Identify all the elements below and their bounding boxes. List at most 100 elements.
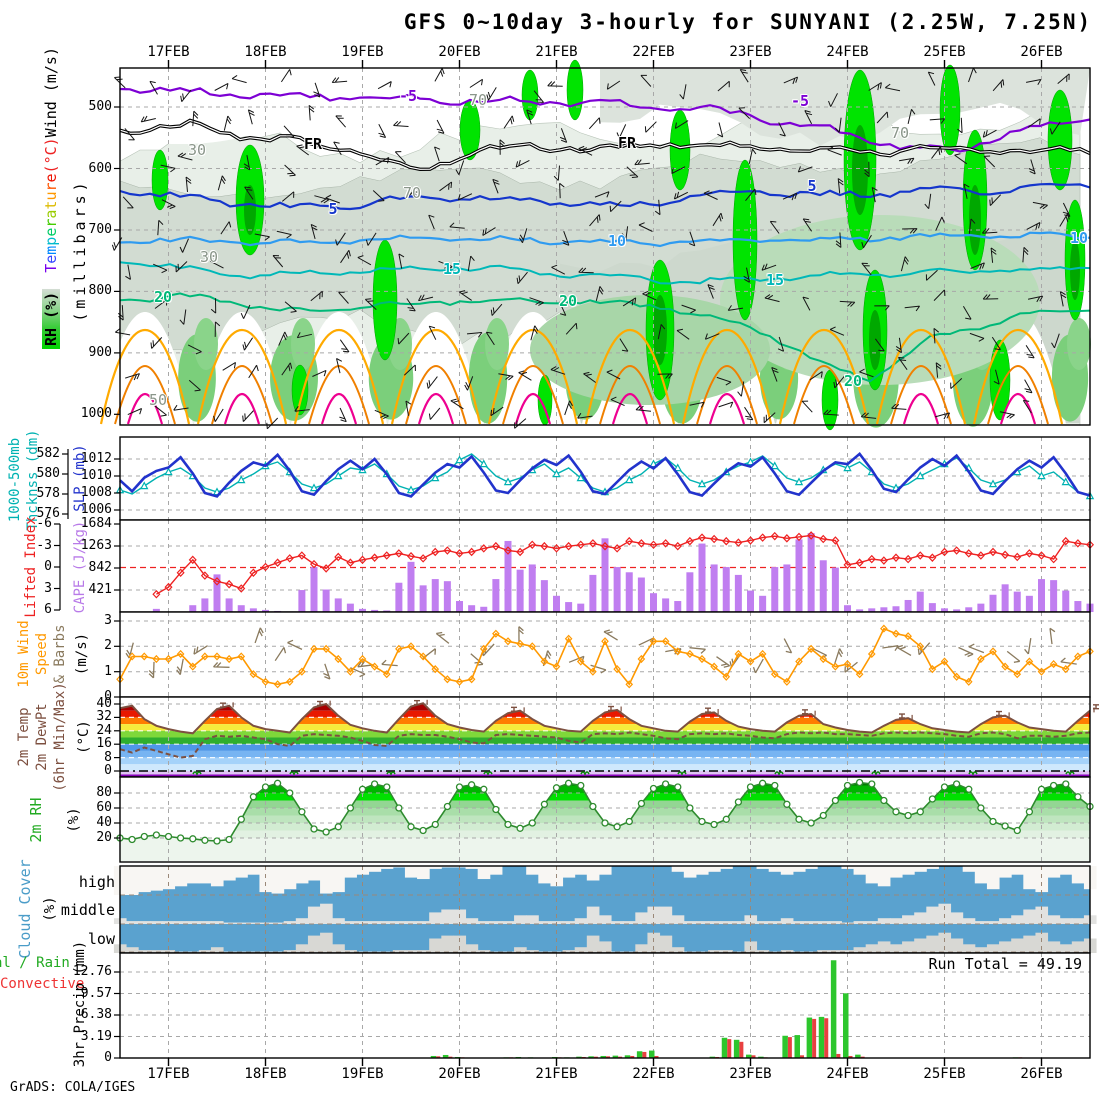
rh2m-label: 2m RH bbox=[27, 797, 45, 843]
rh-contour-label: 70 bbox=[402, 184, 422, 202]
contour-label: 20 bbox=[558, 292, 578, 310]
wind10m-label-1: 10m Wind bbox=[16, 620, 32, 688]
tick-label: 700 bbox=[88, 222, 112, 237]
tick-label: 1 bbox=[104, 663, 112, 679]
tick-label: 1263 bbox=[80, 538, 112, 553]
contour-label: 15 bbox=[765, 271, 785, 289]
millibars-label: (millibars) bbox=[71, 178, 89, 322]
day-label-top: 26FEB bbox=[1020, 44, 1063, 60]
precip-ylabel: 3hr Precip (mm) bbox=[72, 940, 88, 1068]
tick-label: 0 bbox=[104, 1050, 112, 1065]
tick-label: 3 bbox=[44, 580, 52, 596]
tick-label: 1012 bbox=[80, 451, 112, 466]
tick-label: 0 bbox=[104, 763, 112, 778]
tick-label: 3 bbox=[104, 613, 112, 628]
run-total: Run Total = 49.19 bbox=[928, 955, 1082, 973]
tick-label: 40 bbox=[96, 815, 112, 830]
day-label-top: 21FEB bbox=[535, 44, 578, 60]
grads-credit: GrADS: COLA/IGES bbox=[10, 1080, 136, 1095]
day-label-bottom: 25FEB bbox=[923, 1066, 966, 1082]
tick-label: 1006 bbox=[80, 502, 112, 517]
tick-label: 6.38 bbox=[80, 1007, 112, 1022]
day-label-bottom: 20FEB bbox=[438, 1066, 481, 1082]
wind10m-label-2: Speed bbox=[34, 632, 50, 676]
tick-label: 40 bbox=[96, 696, 112, 711]
temp2m-label-2: 2m DewPt bbox=[34, 703, 50, 771]
rh-contour-label: 30 bbox=[199, 248, 219, 266]
rh-contour-label: 30 bbox=[187, 141, 207, 159]
tick-label: 8 bbox=[104, 749, 112, 765]
tick-label: 600 bbox=[88, 160, 112, 176]
tick-label: -3 bbox=[36, 537, 52, 553]
contour-label: 10 bbox=[607, 232, 627, 250]
tick-label: 842 bbox=[88, 560, 112, 575]
contour-label: 5 bbox=[807, 177, 817, 195]
day-label-top: 19FEB bbox=[341, 44, 384, 60]
rh-label: RH (%) bbox=[42, 291, 60, 346]
temp2m-label-1: 2m Temp bbox=[16, 707, 32, 767]
tick-label: 32 bbox=[96, 709, 112, 725]
contour-label: 15 bbox=[442, 260, 462, 278]
tick-label: 80 bbox=[96, 785, 112, 800]
day-label-bottom: 22FEB bbox=[632, 1066, 675, 1082]
rh-contour-label: 70 bbox=[468, 91, 488, 109]
main-left-axis-stack: RH (%)Temperature(°C)Wind (m/s) bbox=[42, 47, 60, 349]
tick-label: 580 bbox=[36, 466, 60, 481]
day-label-top: 20FEB bbox=[438, 44, 481, 60]
contour-label: FR bbox=[303, 135, 323, 153]
tick-label: 20 bbox=[96, 830, 112, 845]
day-label-top: 24FEB bbox=[826, 44, 869, 60]
tick-label: 576 bbox=[36, 506, 60, 521]
tick-label: 3.19 bbox=[80, 1028, 112, 1044]
contour-label: -5 bbox=[790, 92, 810, 110]
cloud-cover-label: Cloud Cover bbox=[16, 859, 34, 959]
tick-label: 0 bbox=[44, 559, 52, 574]
tick-label: 60 bbox=[96, 800, 112, 815]
page-title: GFS 0~10day 3-hourly for SUNYANI (2.25W,… bbox=[403, 10, 1093, 34]
tick-label: 1010 bbox=[80, 468, 112, 483]
day-label-bottom: 26FEB bbox=[1020, 1066, 1063, 1082]
tick-label: 800 bbox=[88, 283, 112, 299]
cloud-row-high: high bbox=[78, 873, 115, 891]
tick-label: 16 bbox=[96, 736, 112, 752]
day-label-bottom: 21FEB bbox=[535, 1066, 578, 1082]
day-label-top: 17FEB bbox=[147, 44, 190, 60]
tick-label: 9.57 bbox=[80, 985, 112, 1001]
tick-label: -6 bbox=[36, 516, 52, 531]
tick-label: 6 bbox=[44, 602, 52, 617]
tick-label: 12.76 bbox=[72, 964, 112, 979]
contour-label: 5 bbox=[328, 200, 338, 218]
tick-label: 1000 bbox=[80, 406, 112, 422]
tick-label: 582 bbox=[36, 446, 60, 461]
cloud-row-middle: middle bbox=[60, 901, 115, 919]
tick-label: 500 bbox=[88, 99, 112, 114]
day-label-bottom: 24FEB bbox=[826, 1066, 869, 1082]
rh-contour-label: 70 bbox=[890, 124, 910, 142]
contour-label: 10 bbox=[1069, 229, 1089, 247]
tick-label: 1684 bbox=[80, 516, 112, 531]
cloud-row-low: low bbox=[87, 930, 115, 948]
day-label-top: 22FEB bbox=[632, 44, 675, 60]
day-label-bottom: 18FEB bbox=[244, 1066, 287, 1082]
wind-label: Wind (m/s) bbox=[42, 47, 60, 138]
day-label-top: 18FEB bbox=[244, 44, 287, 60]
rain-legend-label: al / Rain bbox=[0, 955, 70, 971]
tick-label: 578 bbox=[36, 486, 60, 501]
contour-label: 20 bbox=[153, 288, 173, 306]
rh-contour-label: 50 bbox=[148, 391, 168, 409]
tick-label: 421 bbox=[88, 582, 112, 597]
tick-label: 24 bbox=[96, 722, 112, 738]
contour-label: FR bbox=[617, 134, 637, 152]
day-label-top: 23FEB bbox=[729, 44, 772, 60]
tick-label: 2 bbox=[104, 638, 112, 654]
day-label-bottom: 17FEB bbox=[147, 1066, 190, 1082]
day-label-bottom: 19FEB bbox=[341, 1066, 384, 1082]
day-label-bottom: 23FEB bbox=[729, 1066, 772, 1082]
convective-legend-label: Convective bbox=[0, 976, 85, 992]
tick-label: 1008 bbox=[80, 485, 112, 500]
tick-label: 900 bbox=[88, 344, 112, 360]
tick-label: 0 bbox=[104, 689, 112, 704]
day-label-top: 25FEB bbox=[923, 44, 966, 60]
